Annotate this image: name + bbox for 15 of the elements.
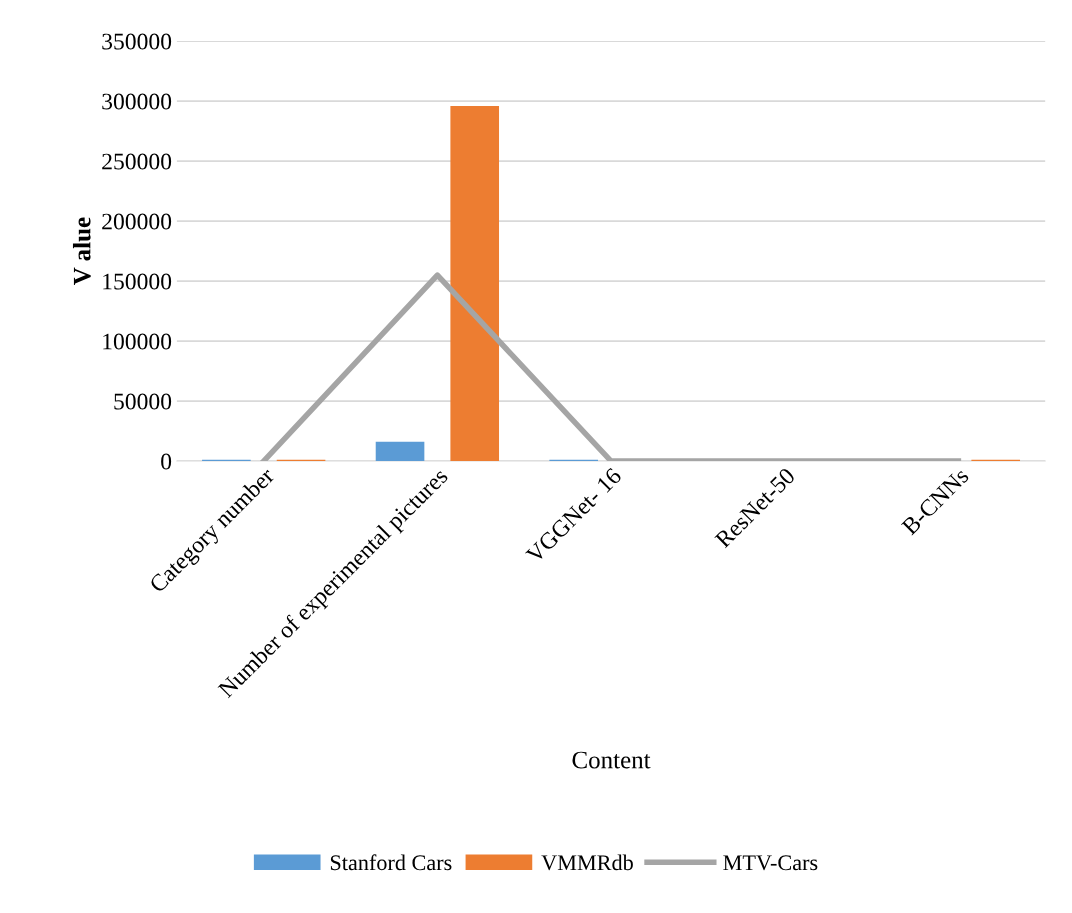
y-tick-label: 100000	[103, 333, 172, 350]
y-tick-label: 250000	[102, 153, 172, 170]
legend-label: MTV-Cars	[723, 855, 818, 871]
y-tick-label: 0	[161, 453, 172, 470]
bar	[375, 441, 425, 462]
y-tick-label: 200000	[102, 213, 172, 230]
y-axis-title: V alue	[72, 217, 91, 285]
x-axis-title: Content	[572, 751, 651, 769]
y-tick-label: 150000	[103, 273, 172, 290]
legend-label: VMMRdb	[541, 854, 633, 871]
y-tick-label: 50000	[114, 393, 172, 410]
y-tick-label: 300000	[102, 93, 172, 110]
legend-label: Stanford Cars	[330, 854, 452, 871]
bar	[450, 105, 500, 462]
y-tick-label: 350000	[102, 33, 172, 50]
